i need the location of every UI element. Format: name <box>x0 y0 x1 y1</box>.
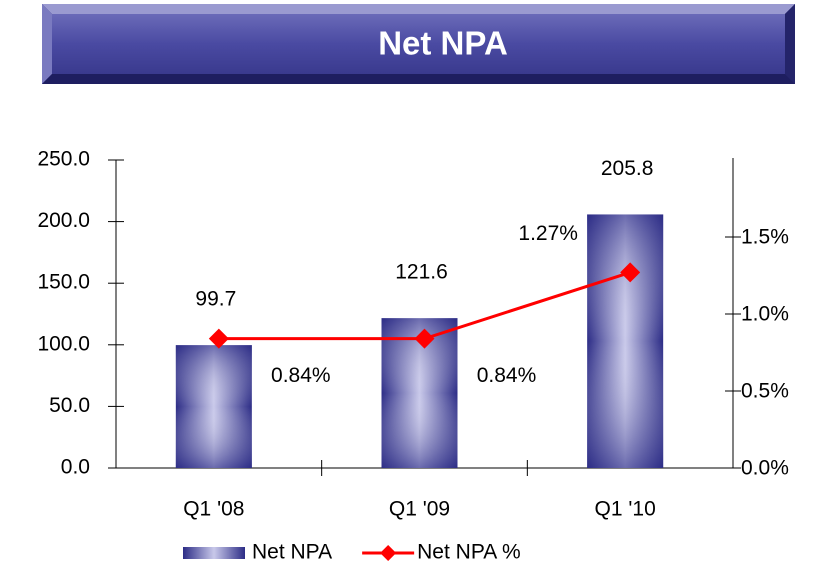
x-tick-label: Q1 '08 <box>183 498 244 521</box>
line-marker <box>208 328 229 349</box>
bar-value-label: 205.8 <box>601 157 654 180</box>
bar-shade <box>587 214 664 468</box>
bar-value-label: 99.7 <box>195 288 236 311</box>
legend-label: Net NPA <box>252 541 332 564</box>
legend-label: Net NPA % <box>417 541 520 564</box>
line-value-label: 0.84% <box>271 364 331 387</box>
bar-shade <box>175 345 252 468</box>
x-tick-label: Q1 '09 <box>389 498 450 521</box>
bar-value-label: 121.6 <box>395 261 448 284</box>
legend-marker <box>380 545 397 561</box>
y-tick-label: 250.0 <box>37 148 90 171</box>
y2-tick-label: 0.5% <box>741 380 789 403</box>
y-tick-label: 150.0 <box>37 271 90 294</box>
y2-tick-label: 0.0% <box>741 457 789 480</box>
y-tick-label: 0.0 <box>61 456 90 479</box>
x-tick-label: Q1 '10 <box>595 498 656 521</box>
y2-tick-label: 1.0% <box>741 303 789 326</box>
line-marker <box>620 262 641 283</box>
y-tick-label: 100.0 <box>37 332 90 355</box>
chart-title: Net NPA <box>378 25 508 62</box>
y-tick-label: 200.0 <box>37 209 90 232</box>
title-banner <box>42 4 795 84</box>
y-tick-label: 50.0 <box>49 394 90 417</box>
line-value-label: 0.84% <box>477 364 537 387</box>
legend-swatch <box>183 547 245 559</box>
line-marker <box>414 328 435 349</box>
line-value-label: 1.27% <box>518 222 578 245</box>
y2-tick-label: 1.5% <box>741 226 789 249</box>
